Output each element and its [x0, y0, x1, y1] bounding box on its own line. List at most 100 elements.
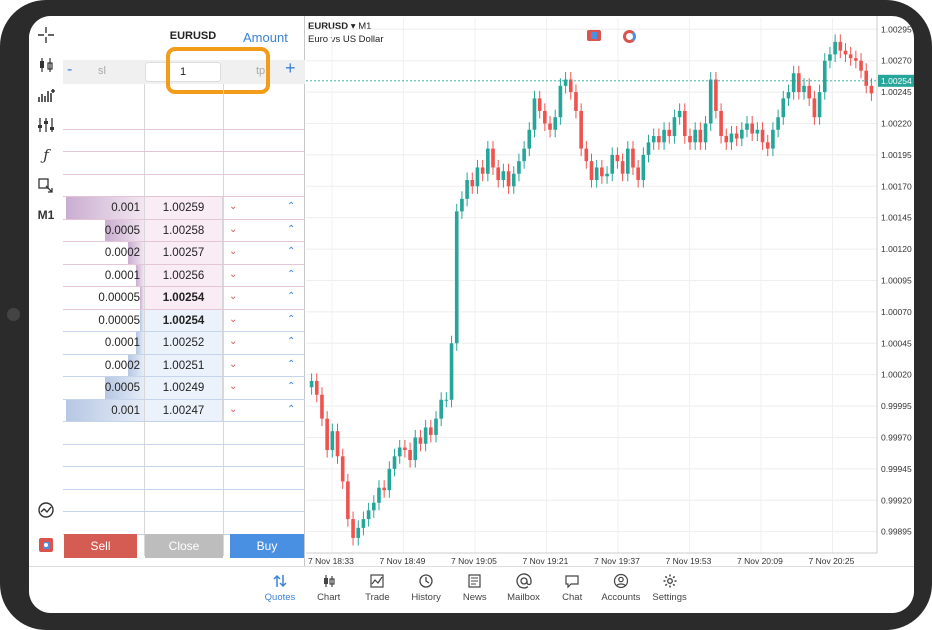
- nav-mailbox[interactable]: Mailbox: [499, 571, 549, 603]
- candle-body: [864, 70, 869, 86]
- x-tick-label: 7 Nov 18:49: [380, 556, 426, 566]
- dom-row-bid[interactable]: 0.0005 1.00249 ⌄ ⌃: [63, 377, 305, 400]
- dom-volume-text: 0.00005: [98, 314, 140, 327]
- candle-body: [745, 123, 749, 130]
- nav-label: Accounts: [601, 592, 641, 603]
- chart-symbol: EURUSD: [308, 21, 349, 32]
- candle-body: [454, 211, 459, 344]
- candle-body: [740, 129, 744, 139]
- candlestick-type-icon[interactable]: [34, 55, 58, 75]
- dom-empty-row: [63, 512, 305, 535]
- buy-limit-chevron-icon[interactable]: ⌃: [287, 313, 296, 325]
- dom-row-ask[interactable]: 0.00005 1.00254 ⌄ ⌃: [63, 287, 305, 310]
- y-tick-label: 0.99895: [881, 527, 912, 537]
- nav-accounts[interactable]: Accounts: [596, 571, 646, 603]
- sell-limit-chevron-icon[interactable]: ⌄: [229, 246, 238, 257]
- volume-input[interactable]: 1: [145, 62, 221, 82]
- nav-settings[interactable]: Settings: [645, 571, 695, 603]
- close-button[interactable]: Close: [145, 534, 223, 558]
- volume-bar: [140, 287, 144, 309]
- sell-limit-chevron-icon[interactable]: ⌄: [229, 201, 238, 212]
- buy-limit-chevron-icon[interactable]: ⌃: [287, 336, 296, 347]
- dom-row-bid[interactable]: 0.0001 1.00252 ⌄ ⌃: [63, 332, 305, 355]
- amount-toggle[interactable]: Amount: [243, 30, 288, 45]
- sell-limit-chevron-icon[interactable]: ⌄: [229, 268, 238, 280]
- one-click-trading-toggle-icon[interactable]: [587, 30, 601, 41]
- buy-button[interactable]: Buy: [230, 534, 304, 558]
- nav-history[interactable]: History: [401, 571, 451, 603]
- nav-chart[interactable]: Chart: [304, 571, 354, 603]
- candle-body: [387, 468, 392, 491]
- x-tick-label: 7 Nov 18:33: [308, 556, 354, 566]
- dom-empty-row: [63, 490, 305, 512]
- nav-label: Settings: [652, 592, 687, 603]
- candle-body: [309, 380, 314, 388]
- volume-bar: [105, 219, 144, 241]
- indicators-icon[interactable]: [34, 115, 58, 135]
- volumes-icon[interactable]: [34, 85, 58, 105]
- sell-limit-chevron-icon[interactable]: ⌄: [229, 291, 238, 302]
- signals-icon[interactable]: [34, 500, 58, 520]
- candle-body: [688, 136, 692, 143]
- current-price-badge: [878, 74, 914, 87]
- chart-timeframe: M1: [358, 21, 372, 32]
- sell-limit-chevron-icon[interactable]: ⌄: [229, 223, 238, 235]
- candle-body: [807, 85, 812, 99]
- nav-chat[interactable]: Chat: [547, 571, 597, 603]
- chat-icon: [565, 575, 579, 589]
- volume-highlight-frame: [166, 47, 270, 94]
- dom-row-bid[interactable]: 0.001 1.00247 ⌄ ⌃: [63, 399, 305, 422]
- buy-limit-chevron-icon[interactable]: ⌃: [287, 291, 296, 302]
- candle-body: [672, 117, 677, 137]
- buy-limit-chevron-icon[interactable]: ⌃: [287, 403, 296, 415]
- buy-limit-chevron-icon[interactable]: ⌃: [287, 201, 296, 212]
- dom-row-ask[interactable]: 0.0001 1.00256 ⌄ ⌃: [63, 264, 305, 287]
- sell-limit-chevron-icon[interactable]: ⌄: [229, 381, 238, 392]
- buy-limit-chevron-icon[interactable]: ⌃: [287, 381, 296, 392]
- candle-body: [340, 456, 345, 482]
- increase-volume-button[interactable]: +: [285, 58, 296, 78]
- stop-loss-field[interactable]: sl: [98, 65, 106, 77]
- candle-body: [729, 133, 734, 143]
- nav-quotes[interactable]: Quotes: [255, 571, 305, 603]
- volume-bar: [140, 309, 144, 331]
- buy-limit-chevron-icon[interactable]: ⌃: [287, 246, 296, 257]
- one-click-trading-icon[interactable]: [34, 535, 58, 555]
- buy-limit-chevron-icon[interactable]: ⌃: [287, 268, 296, 280]
- history-icon: [419, 574, 433, 588]
- price-chart[interactable]: EURUSD ▾ M1 Euro vs US Dollar 1.00295 1.0…: [306, 16, 914, 566]
- dom-row-ask[interactable]: 0.0005 1.00258 ⌄ ⌃: [63, 219, 305, 242]
- sell-limit-chevron-icon[interactable]: ⌄: [229, 403, 238, 415]
- chart-description: Euro vs US Dollar: [308, 34, 384, 45]
- candle-body: [781, 98, 786, 118]
- x-tick-label: 7 Nov 20:25: [809, 556, 855, 566]
- crosshair-icon[interactable]: [34, 25, 58, 45]
- timeframe-button[interactable]: M1: [37, 208, 55, 222]
- nav-trade[interactable]: Trade: [352, 571, 402, 603]
- sell-limit-chevron-icon[interactable]: ⌄: [229, 358, 238, 370]
- candle-body: [631, 148, 635, 168]
- objects-icon[interactable]: [34, 175, 58, 195]
- take-profit-field[interactable]: tp: [256, 65, 266, 77]
- dom-empty-row: [63, 422, 305, 445]
- candle-body: [667, 129, 672, 137]
- dom-row-bid[interactable]: 0.0002 1.00251 ⌄ ⌃: [63, 354, 305, 377]
- chart-symbol-header[interactable]: EURUSD ▾ M1: [308, 21, 371, 32]
- sell-limit-chevron-icon[interactable]: ⌄: [229, 313, 238, 325]
- x-tick-label: 7 Nov 20:09: [737, 556, 783, 566]
- y-tick-label: 1.00070: [881, 307, 912, 317]
- trading-signal-icon[interactable]: [623, 30, 636, 43]
- dom-row-ask[interactable]: 0.0002 1.00257 ⌄ ⌃: [63, 242, 305, 265]
- buy-limit-chevron-icon[interactable]: ⌃: [287, 223, 296, 235]
- candle-body: [330, 431, 335, 451]
- function-icon[interactable]: ƒ: [34, 145, 58, 165]
- sell-limit-chevron-icon[interactable]: ⌄: [229, 336, 238, 347]
- nav-news[interactable]: News: [450, 571, 500, 603]
- volume-bar: [136, 332, 144, 354]
- buy-limit-chevron-icon[interactable]: ⌃: [287, 358, 296, 370]
- candle-body: [698, 129, 703, 143]
- dom-row-bid[interactable]: 0.00005 1.00254 ⌄ ⌃: [63, 309, 305, 332]
- sell-button[interactable]: Sell: [64, 534, 137, 558]
- dom-row-ask[interactable]: 0.001 1.00259 ⌄ ⌃: [63, 197, 305, 220]
- decrease-volume-button[interactable]: -: [67, 61, 73, 78]
